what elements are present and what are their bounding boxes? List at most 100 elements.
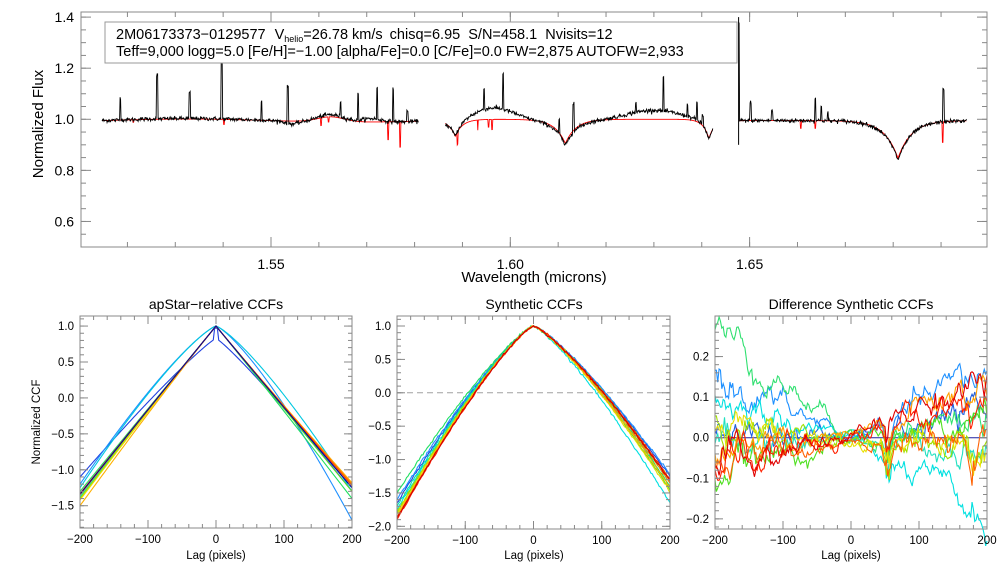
ccf-line-visit-4 xyxy=(396,325,671,507)
x-tick-label: −100 xyxy=(452,535,478,547)
y-tick-label: 1.2 xyxy=(55,60,75,76)
ccf-synthetic-panel: −200 −100 0 100 200 −2.0 −1.5 −1.0 −0.5 0.0 0.5 1.0… xyxy=(368,296,679,562)
y-tick-label: −1.5 xyxy=(51,501,74,513)
ccf-line-visit-12 xyxy=(79,325,353,495)
ccf-line-visit-8 xyxy=(79,325,353,501)
y-tick-label: −0.2 xyxy=(686,514,709,526)
y-tick-label: 0.8 xyxy=(55,162,75,178)
ccf-apstar-xlabel: Lag (pixels) xyxy=(186,550,246,562)
ccf-line-visit-6 xyxy=(714,396,988,492)
observed-spectrum-segment xyxy=(101,61,419,128)
x-tick-label: 100 xyxy=(592,535,611,547)
ccf-line-visit-11 xyxy=(79,325,353,494)
spectrum-axis-ticks: 1.55 1.60 1.65 0.6 0.8 1.0 1.2 1.4 xyxy=(55,9,987,272)
spectrum-plot-area xyxy=(101,17,967,161)
legend-v-label: V xyxy=(275,27,285,43)
ccf-line-visit-9 xyxy=(714,373,988,467)
x-tick-label: −200 xyxy=(67,534,93,546)
y-tick-label: 1.0 xyxy=(58,321,74,333)
ccf-apstar-plot-area xyxy=(79,325,353,521)
x-tick-label: 1.65 xyxy=(736,256,763,272)
ccf-difference-panel: −200 −100 0 100 200 −0.2 −0.1 0.0 0.1 0.2 Differe… xyxy=(686,296,996,562)
legend-v-sub: helio xyxy=(284,34,303,44)
ccf-difference-axes-frame xyxy=(714,315,988,530)
ccf-apstar-axes-frame xyxy=(79,315,353,529)
observed-spectrum-segment xyxy=(445,71,714,146)
observed-spectrum-segment xyxy=(738,21,967,161)
y-tick-label: 0.1 xyxy=(693,392,709,404)
x-tick-label: −200 xyxy=(702,535,728,547)
ccf-line-visit-6 xyxy=(396,325,671,514)
ccf-apstar-title: apStar−relative CCFs xyxy=(149,296,283,312)
ccf-line-visit-1 xyxy=(396,325,671,504)
y-tick-label: 0.0 xyxy=(693,433,709,445)
y-tick-label: −2.0 xyxy=(368,521,391,533)
x-tick-label: −100 xyxy=(770,535,796,547)
ccf-line-visit-6 xyxy=(79,325,353,496)
model-spectrum-segment xyxy=(738,120,967,160)
ccf-line-visit-3 xyxy=(79,325,353,492)
ccf-difference-xlabel: Lag (pixels) xyxy=(821,550,881,562)
ccf-difference-title: Difference Synthetic CCFs xyxy=(769,296,934,312)
y-tick-label: 1.4 xyxy=(55,9,75,25)
y-tick-label: 1.0 xyxy=(375,321,391,333)
ccf-difference-plot-area xyxy=(714,314,988,547)
ccf-apstar-ylabel: Normalized CCF xyxy=(31,380,43,465)
legend-v-value: =26.78 km/s xyxy=(303,27,382,43)
ccf-line-visit-7 xyxy=(396,325,671,513)
spectrum-xlabel: Wavelength (microns) xyxy=(461,269,606,286)
y-tick-label: 0.5 xyxy=(375,354,391,366)
y-tick-label: −0.5 xyxy=(368,421,391,433)
ccf-line-visit-3 xyxy=(396,325,671,510)
ccf-synthetic-plot-area xyxy=(396,325,671,520)
x-tick-label: 200 xyxy=(660,535,679,547)
x-tick-label: 1.60 xyxy=(497,256,524,272)
ccf-line-visit-10 xyxy=(79,325,353,496)
y-tick-label: −1.0 xyxy=(51,465,74,477)
ccf-synthetic-axis-ticks: −200 −100 0 100 200 −2.0 −1.5 −1.0 −0.5 0.0 0.5 1.0 xyxy=(368,316,680,547)
ccf-line-visit-8 xyxy=(396,325,671,515)
spectrum-axes-frame xyxy=(80,11,988,248)
y-tick-label: −1.0 xyxy=(368,455,391,467)
x-tick-label: 1.55 xyxy=(257,256,284,272)
y-tick-label: 0.2 xyxy=(693,352,709,364)
ccf-synthetic-title: Synthetic CCFs xyxy=(485,296,582,312)
x-tick-label: 100 xyxy=(909,535,928,547)
legend-star-id: 2M06173373−0129577 xyxy=(116,27,266,43)
y-tick-label: 1.0 xyxy=(55,111,75,127)
legend-line-2: Teff=9,000 logg=5.0 [Fe/H]=−1.00 [alpha/… xyxy=(116,44,684,60)
x-tick-label: 100 xyxy=(274,534,293,546)
x-tick-label: 200 xyxy=(977,535,996,547)
y-tick-label: −1.5 xyxy=(368,488,391,500)
y-tick-label: 0.6 xyxy=(55,213,75,229)
ccf-apstar-panel: −200 −100 0 100 200 −1.5 −1.0 −0.5 0.0 0.5 1.0 apS… xyxy=(31,296,362,562)
ccf-difference-axis-ticks: −200 −100 0 100 200 −0.2 −0.1 0.0 0.1 0.2 xyxy=(686,315,997,547)
ccf-line-visit-5 xyxy=(79,325,353,499)
y-tick-label: 0.0 xyxy=(58,393,74,405)
x-tick-label: 0 xyxy=(848,535,854,547)
ccf-line-visit-2 xyxy=(396,325,671,501)
legend-frame xyxy=(104,21,738,64)
ccf-line-visit-12 xyxy=(396,325,671,519)
ccf-line-visit-7 xyxy=(79,325,353,499)
y-tick-label: 0.5 xyxy=(58,357,74,369)
x-tick-label: −100 xyxy=(135,534,161,546)
ccf-line-visit-10 xyxy=(714,424,988,486)
ccf-line-visit-9 xyxy=(79,325,353,507)
ccf-line-visit-4 xyxy=(79,325,353,498)
spectrum-panel: 1.55 1.60 1.65 0.6 0.8 1.0 1.2 1.4 2M06173373−0… xyxy=(30,9,988,286)
ccf-line-visit-5 xyxy=(396,325,671,494)
model-spectrum-segment xyxy=(444,118,714,147)
ccf-line-visit-1 xyxy=(79,327,353,492)
ccf-line-visit-12 xyxy=(714,371,988,477)
x-tick-label: 200 xyxy=(342,534,361,546)
legend-stats: chisq=6.95 S/N=458.1 Nvisits=12 xyxy=(390,27,613,43)
spectrum-ylabel: Normalized Flux xyxy=(30,69,47,178)
x-tick-label: −200 xyxy=(384,535,410,547)
y-tick-label: −0.1 xyxy=(686,473,709,485)
legend-line-1: 2M06173373−0129577 Vhelio=26.78 km/s chisq… xyxy=(116,27,613,44)
y-tick-label: 0.0 xyxy=(375,388,391,400)
x-tick-label: 0 xyxy=(530,535,536,547)
ccf-synthetic-xlabel: Lag (pixels) xyxy=(504,550,564,562)
ccf-apstar-axis-ticks: −200 −100 0 100 200 −1.5 −1.0 −0.5 0.0 0.5 1.0 xyxy=(51,316,362,546)
